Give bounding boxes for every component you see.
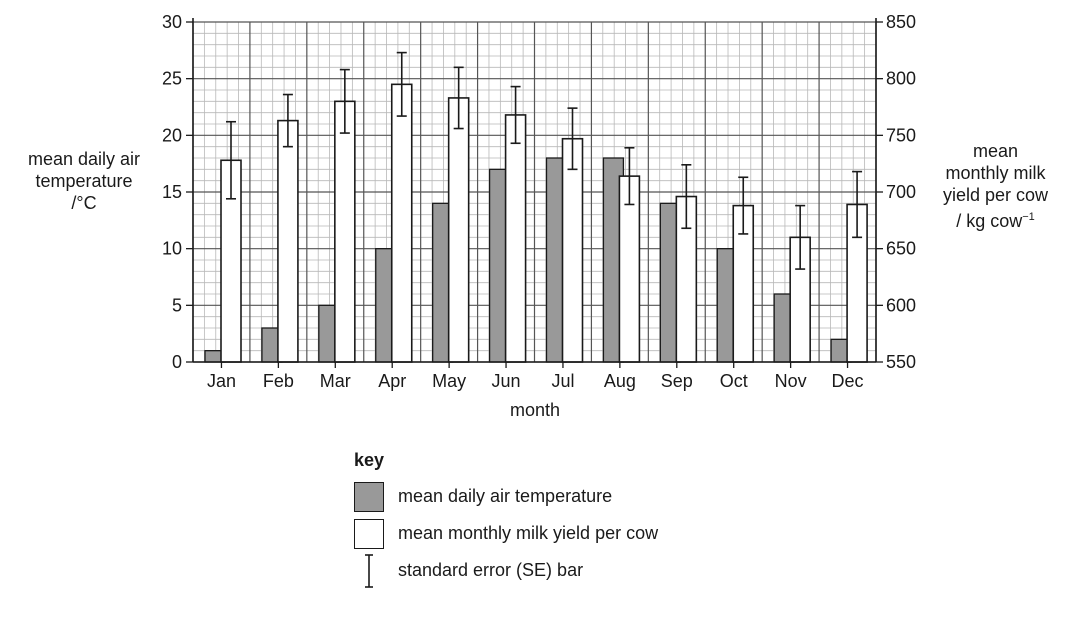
left-axis-label: mean daily air temperature /°C xyxy=(4,148,164,214)
error-bar-icon xyxy=(365,553,373,588)
x-tick-label: Aug xyxy=(604,371,636,391)
left-y-tick-label: 15 xyxy=(162,182,182,202)
legend: key mean daily air temperature mean mont… xyxy=(354,450,658,592)
right-y-tick-label: 800 xyxy=(886,69,916,89)
right-y-tick-label: 750 xyxy=(886,125,916,145)
milk-yield-bar xyxy=(390,83,413,363)
milk-yield-bar xyxy=(504,114,527,363)
right-axis-label-line: mean xyxy=(972,141,1019,161)
legend-item-se-bar: standard error (SE) bar xyxy=(354,553,658,588)
x-tick-label: May xyxy=(432,371,466,391)
left-y-tick-label: 20 xyxy=(162,125,182,145)
milk-yield-bar xyxy=(561,137,584,363)
legend-label: mean monthly milk yield per cow xyxy=(398,523,659,543)
legend-title: key xyxy=(354,450,385,470)
right-axis-unit-exponent: −1 xyxy=(1022,211,1035,223)
x-axis-label: month xyxy=(509,400,561,420)
x-tick-label: Nov xyxy=(775,371,807,391)
legend-item-milk-yield: mean monthly milk yield per cow xyxy=(354,518,658,549)
right-axis-unit-text: / kg cow xyxy=(956,211,1023,231)
x-tick-label: Apr xyxy=(378,371,406,391)
x-tick-label: Sep xyxy=(661,371,693,391)
left-y-tick-label: 30 xyxy=(162,12,182,32)
x-tick-label: Jan xyxy=(207,371,236,391)
left-axis-label-line: /°C xyxy=(71,193,97,213)
left-y-tick-label: 25 xyxy=(162,69,182,89)
milk-yield-bar xyxy=(277,119,299,363)
left-y-tick-label: 0 xyxy=(172,352,182,372)
milk-yield-bar xyxy=(447,97,470,363)
right-y-tick-label: 650 xyxy=(886,239,916,259)
x-tick-label: Feb xyxy=(263,371,294,391)
right-axis-label: mean monthly milk yield per cow / kg cow… xyxy=(918,140,1073,232)
right-axis-label-line: monthly milk xyxy=(945,163,1046,183)
chart-area: Jan Feb Mar Apr May Jun Jul Aug Sep Oct Nov Dec 0 5 10… xyxy=(162,12,916,391)
left-axis-label-line: mean daily air xyxy=(27,149,141,169)
right-y-tick-label: 600 xyxy=(886,295,916,315)
left-y-tick-label: 5 xyxy=(172,295,182,315)
x-tick-label: Jul xyxy=(551,371,574,391)
legend-swatch-white xyxy=(354,518,384,549)
legend-swatch-grey xyxy=(354,481,384,512)
right-y-tick-label: 550 xyxy=(886,352,916,372)
x-tick-label: Jun xyxy=(492,371,521,391)
legend-label: mean daily air temperature xyxy=(398,486,613,506)
left-axis-label-line: temperature xyxy=(35,171,133,191)
x-tick-label: Dec xyxy=(832,371,864,391)
right-y-tick-label: 850 xyxy=(886,12,916,32)
milk-yield-bar xyxy=(334,100,356,363)
x-tick-label: Mar xyxy=(320,371,351,391)
right-y-tick-label: 700 xyxy=(886,182,916,202)
x-tick-label: Oct xyxy=(720,371,748,391)
legend-item-temperature: mean daily air temperature xyxy=(354,481,658,512)
right-axis-label-unit: / kg cow−1 xyxy=(918,206,1073,232)
right-axis-label-line: yield per cow xyxy=(942,185,1049,205)
legend-label: standard error (SE) bar xyxy=(398,560,584,580)
left-y-tick-label: 10 xyxy=(162,239,182,259)
